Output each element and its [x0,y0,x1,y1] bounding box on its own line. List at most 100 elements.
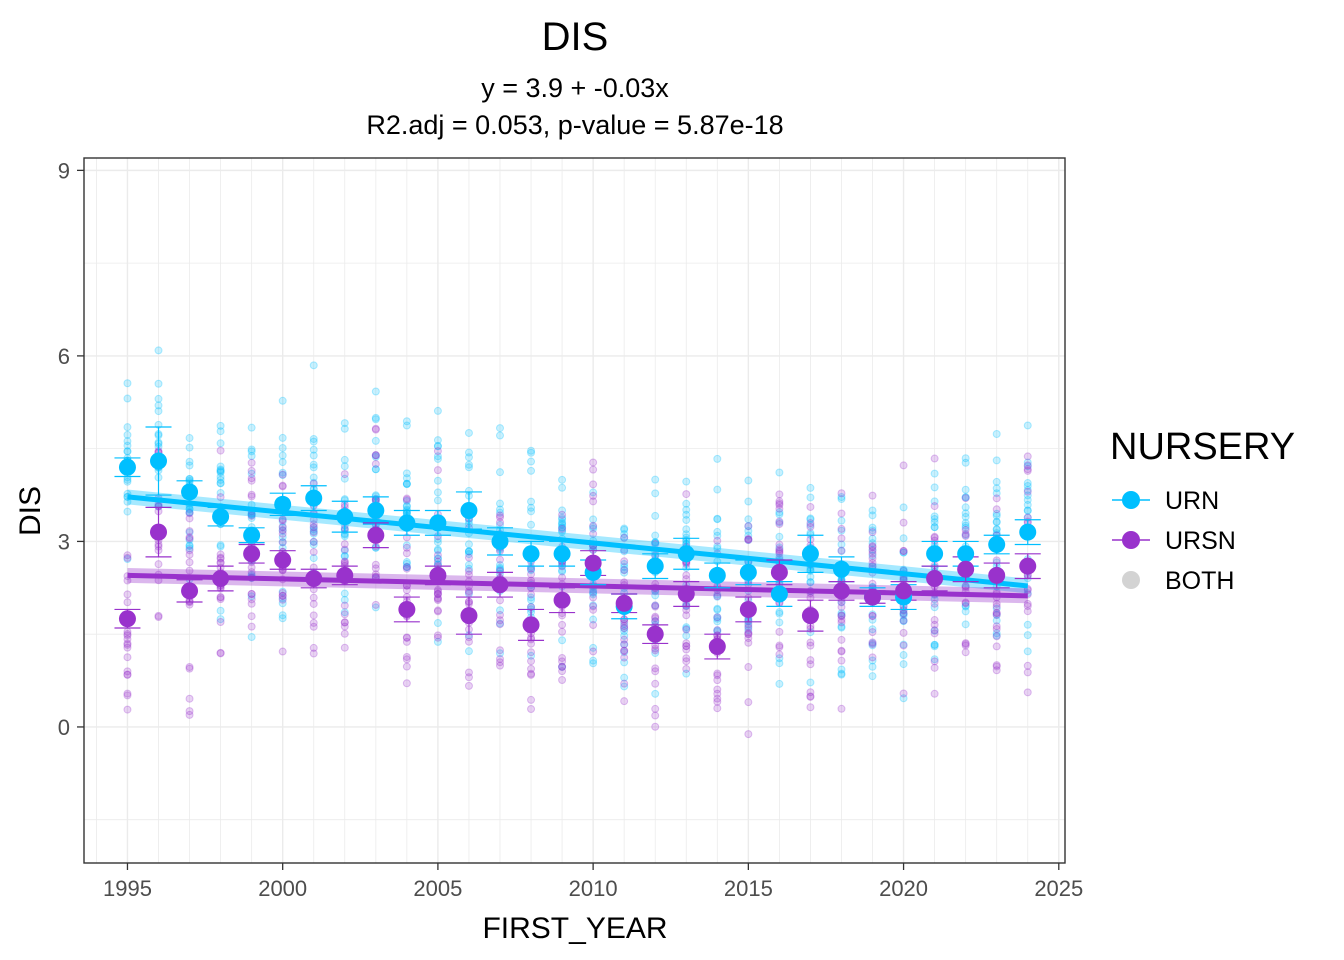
raw-point-urn [247,514,256,523]
raw-point-ursn [775,499,784,508]
raw-point-ursn [930,629,939,638]
raw-point-urn [309,361,318,370]
raw-point-urn [682,499,691,508]
raw-point-urn [185,542,194,551]
raw-point-urn [651,538,660,547]
raw-point-urn [558,520,567,529]
raw-point-urn [992,456,1001,465]
raw-point-ursn [433,587,442,596]
raw-point-urn [930,640,939,649]
raw-point-urn [278,587,287,596]
raw-point-urn [651,489,660,498]
raw-point-urn [278,471,287,480]
raw-point-ursn [868,528,877,537]
mean-point-urn [398,514,416,532]
raw-point-urn [930,626,939,635]
raw-point-ursn [433,447,442,456]
raw-point-ursn [837,646,846,655]
raw-point-urn [558,636,567,645]
raw-point-urn [402,496,411,505]
raw-point-ursn [775,545,784,554]
raw-point-ursn [495,616,504,625]
raw-point-urn [185,508,194,517]
raw-point-urn [433,496,442,505]
raw-point-ursn [806,638,815,647]
raw-point-ursn [992,609,1001,618]
raw-point-ursn [185,662,194,671]
raw-point-urn [216,465,225,474]
raw-point-urn [464,460,473,469]
raw-point-ursn [961,583,970,592]
raw-point-urn [558,518,567,527]
y-tick-label: 0 [58,715,70,740]
mean-point-ursn [1019,557,1037,575]
raw-point-ursn [868,491,877,500]
raw-point-ursn [402,564,411,573]
mean-point-ursn [522,616,540,634]
raw-point-urn [527,466,536,475]
raw-point-urn [309,451,318,460]
raw-point-ursn [123,631,132,640]
raw-point-urn [464,547,473,556]
raw-point-urn [651,689,660,698]
mean-point-ursn [926,570,944,588]
raw-point-urn [961,607,970,616]
raw-point-ursn [806,641,815,650]
raw-point-ursn [527,670,536,679]
mean-point-ursn [336,566,354,584]
raw-point-ursn [806,703,815,712]
raw-point-ursn [713,592,722,601]
raw-point-ursn [371,570,380,579]
raw-point-ursn [340,629,349,638]
raw-point-urn [713,592,722,601]
raw-point-ursn [1023,465,1032,474]
raw-point-ursn [433,596,442,605]
raw-point-ursn [961,598,970,607]
raw-point-ursn [185,694,194,703]
raw-point-ursn [682,605,691,614]
mean-point-ursn [708,638,726,656]
raw-point-urn [775,532,784,541]
raw-point-ursn [278,526,287,535]
mean-point-urn [491,532,509,550]
raw-point-urn [185,528,194,537]
raw-point-ursn [216,493,225,502]
raw-point-urn [558,519,567,528]
raw-point-ursn [651,704,660,713]
raw-point-urn [433,546,442,555]
raw-point-ursn [775,548,784,557]
mean-point-ursn [895,582,913,600]
raw-point-ursn [868,653,877,662]
raw-point-ursn [185,707,194,716]
raw-point-ursn [930,599,939,608]
raw-point-urn [558,506,567,515]
raw-point-urn [464,560,473,569]
raw-point-urn [589,515,598,524]
raw-point-ursn [340,558,349,567]
raw-point-urn [402,559,411,568]
raw-point-ursn [558,662,567,671]
raw-point-urn [340,462,349,471]
raw-point-urn [216,462,225,471]
raw-point-urn [433,476,442,485]
raw-point-urn [433,436,442,445]
raw-point-ursn [682,664,691,673]
raw-point-urn [744,522,753,531]
raw-point-ursn [961,599,970,608]
raw-point-ursn [309,611,318,620]
raw-point-urn [682,516,691,525]
mean-point-urn [429,514,447,532]
raw-point-urn [309,437,318,446]
raw-point-ursn [495,518,504,527]
raw-point-ursn [775,520,784,529]
raw-point-urn [899,617,908,626]
raw-point-ursn [402,633,411,642]
raw-point-urn [744,536,753,545]
raw-point-ursn [930,663,939,672]
mean-point-urn [243,526,261,544]
raw-point-ursn [837,546,846,555]
raw-point-ursn [123,670,132,679]
raw-point-urn [992,518,1001,527]
raw-point-urn [992,489,1001,498]
raw-point-ursn [402,652,411,661]
